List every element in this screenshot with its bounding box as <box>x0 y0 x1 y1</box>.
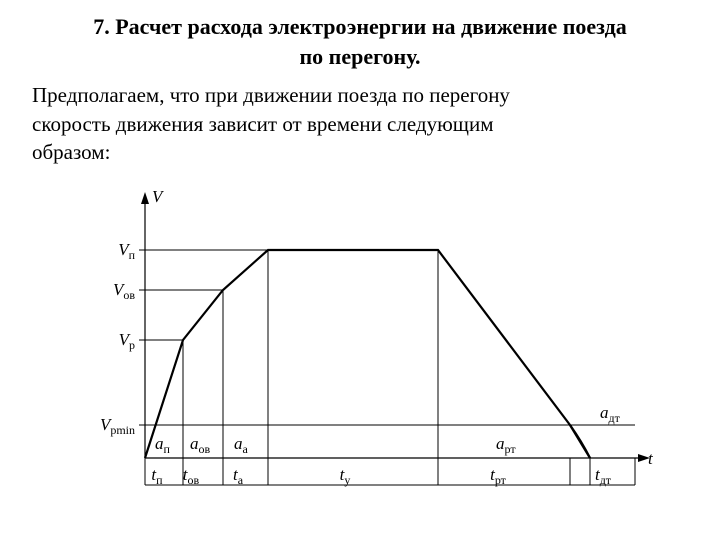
svg-text:V: V <box>152 187 165 206</box>
svg-text:aп: aп <box>155 434 171 456</box>
svg-text:aрт: aрт <box>496 434 516 456</box>
heading-line1: 7. Расчет расхода электроэнергии на движ… <box>93 14 627 39</box>
heading-line2: по перегону. <box>299 44 420 69</box>
svg-text:tу: tу <box>340 465 351 487</box>
para-l2: скорость движения зависит от времени сле… <box>32 112 493 136</box>
para-l3: образом: <box>32 140 110 164</box>
section-heading: 7. Расчет расхода электроэнергии на движ… <box>28 12 692 71</box>
svg-text:aов: aов <box>190 434 211 456</box>
svg-text:tов: tов <box>183 465 200 487</box>
svg-text:tа: tа <box>233 465 244 487</box>
svg-text:Vов: Vов <box>113 280 135 302</box>
intro-paragraph: Предполагаем, что при движении поезда по… <box>32 81 692 166</box>
svg-text:aдт: aдт <box>600 403 621 425</box>
svg-text:Vрmin: Vрmin <box>100 415 135 437</box>
svg-text:tрт: tрт <box>490 465 507 487</box>
svg-text:Vр: Vр <box>119 330 135 352</box>
svg-text:aа: aа <box>234 434 249 456</box>
para-l1: Предполагаем, что при движении поезда по… <box>32 83 510 107</box>
svg-text:t: t <box>648 449 654 468</box>
speed-profile-chart: Vt Vрmin Vр Vов Vп aпaов aа aрт aдт tп tов tа tу tрт t… <box>28 170 692 510</box>
svg-text:Vп: Vп <box>118 240 135 262</box>
svg-text:tп: tп <box>151 465 163 487</box>
svg-text:tдт: tдт <box>595 465 612 487</box>
